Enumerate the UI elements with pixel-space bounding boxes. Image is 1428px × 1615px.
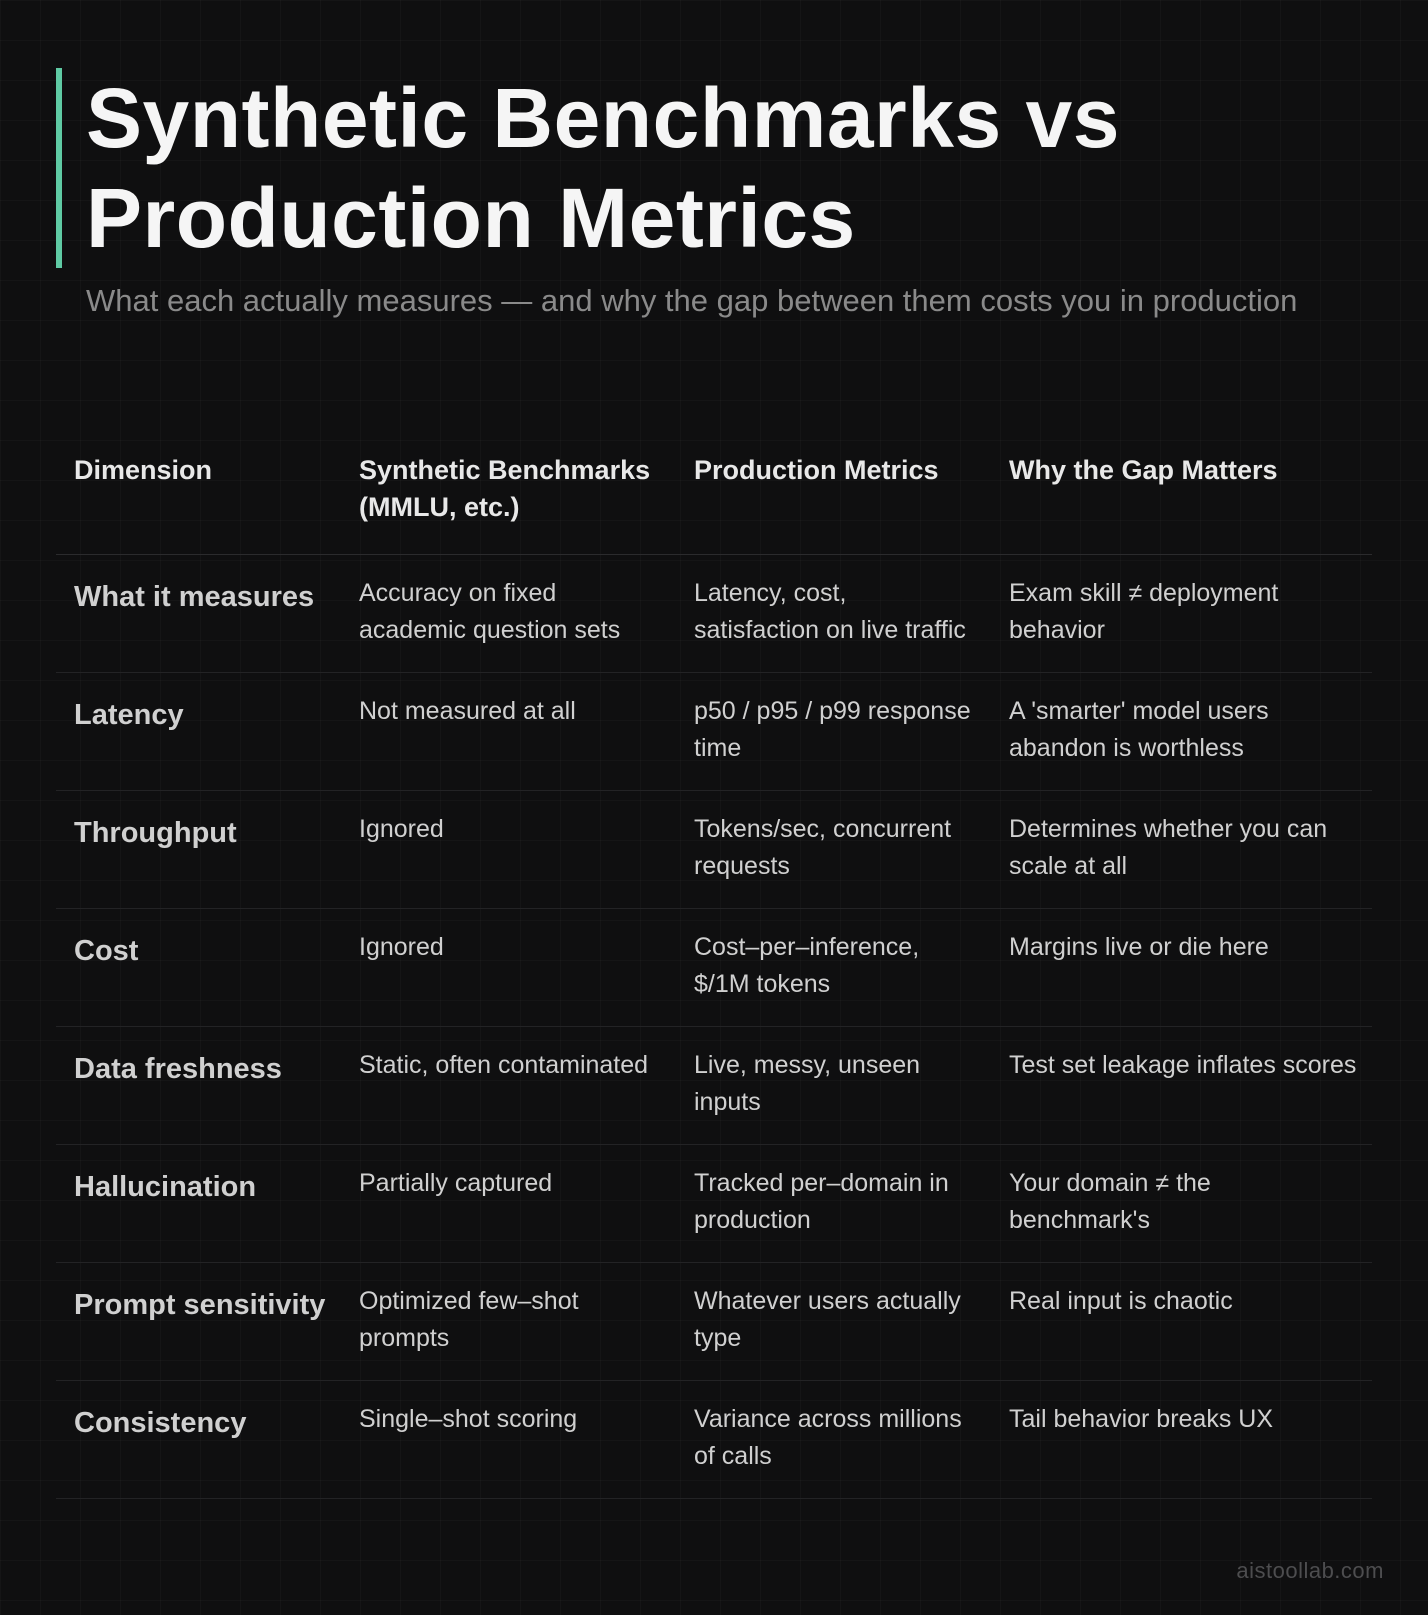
dimension-cell: What it measures: [56, 554, 341, 673]
production-cell: Live, messy, unseen inputs: [676, 1026, 991, 1145]
gap-cell: Your domain ≠ the benchmark's: [991, 1144, 1372, 1263]
title-line-2: Production Metrics: [86, 171, 856, 265]
dimension-cell: Hallucination: [56, 1144, 341, 1263]
synthetic-cell: Ignored: [341, 790, 676, 909]
table-row: What it measures Accuracy on fixed acade…: [56, 554, 1372, 673]
table-row: Latency Not measured at all p50 / p95 / …: [56, 672, 1372, 791]
table-row: Cost Ignored Cost–per–inference, $/1M to…: [56, 908, 1372, 1027]
table-row: Consistency Single–shot scoring Variance…: [56, 1380, 1372, 1499]
header-dimension: Dimension: [56, 440, 341, 555]
production-cell: Tokens/sec, concurrent requests: [676, 790, 991, 909]
table-header-row: Dimension Synthetic Benchmarks (MMLU, et…: [56, 440, 1372, 555]
table-row: Data freshness Static, often contaminate…: [56, 1026, 1372, 1145]
table-row: Throughput Ignored Tokens/sec, concurren…: [56, 790, 1372, 909]
gap-cell: Test set leakage inflates scores: [991, 1026, 1372, 1145]
site-watermark: aistoollab.com: [1236, 1558, 1384, 1583]
table-row: Hallucination Partially captured Tracked…: [56, 1144, 1372, 1263]
dimension-cell: Data freshness: [56, 1026, 341, 1145]
synthetic-cell: Accuracy on fixed academic question sets: [341, 554, 676, 673]
synthetic-cell: Single–shot scoring: [341, 1380, 676, 1499]
production-cell: Variance across millions of calls: [676, 1380, 991, 1499]
gap-cell: Real input is chaotic: [991, 1262, 1372, 1381]
dimension-cell: Prompt sensitivity: [56, 1262, 341, 1381]
synthetic-cell: Ignored: [341, 908, 676, 1027]
dimension-cell: Cost: [56, 908, 341, 1027]
production-cell: p50 / p95 / p99 response time: [676, 672, 991, 791]
header-production: Production Metrics: [676, 440, 991, 555]
production-cell: Latency, cost, satisfaction on live traf…: [676, 554, 991, 673]
production-cell: Tracked per–domain in production: [676, 1144, 991, 1263]
table-row: Prompt sensitivity Optimized few–shot pr…: [56, 1262, 1372, 1381]
comparison-table: Dimension Synthetic Benchmarks (MMLU, et…: [56, 440, 1372, 1499]
title-block: Synthetic Benchmarks vs Production Metri…: [56, 68, 1120, 268]
dimension-cell: Consistency: [56, 1380, 341, 1499]
gap-cell: Margins live or die here: [991, 908, 1372, 1027]
page-title: Synthetic Benchmarks vs Production Metri…: [86, 68, 1120, 268]
header-gap: Why the Gap Matters: [991, 440, 1372, 555]
page-subtitle: What each actually measures — and why th…: [86, 283, 1298, 318]
gap-cell: Exam skill ≠ deployment behavior: [991, 554, 1372, 673]
dimension-cell: Latency: [56, 672, 341, 791]
production-cell: Whatever users actually type: [676, 1262, 991, 1381]
synthetic-cell: Partially captured: [341, 1144, 676, 1263]
gap-cell: A 'smarter' model users abandon is worth…: [991, 672, 1372, 791]
synthetic-cell: Static, often contaminated: [341, 1026, 676, 1145]
gap-cell: Tail behavior breaks UX: [991, 1380, 1372, 1499]
gap-cell: Determines whether you can scale at all: [991, 790, 1372, 909]
title-line-1: Synthetic Benchmarks vs: [86, 71, 1120, 165]
production-cell: Cost–per–inference, $/1M tokens: [676, 908, 991, 1027]
header-synthetic: Synthetic Benchmarks (MMLU, etc.): [341, 440, 676, 555]
synthetic-cell: Optimized few–shot prompts: [341, 1262, 676, 1381]
dimension-cell: Throughput: [56, 790, 341, 909]
synthetic-cell: Not measured at all: [341, 672, 676, 791]
